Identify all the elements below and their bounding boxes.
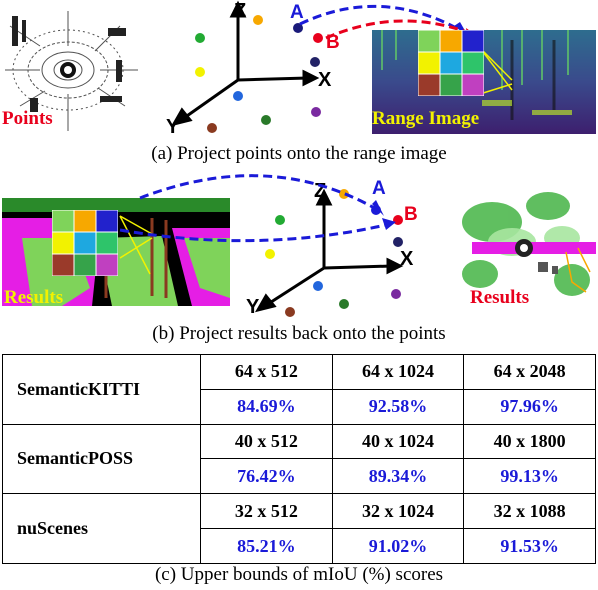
- table-row-scores: 84.69% 92.58% 97.96%: [3, 388, 596, 425]
- resolution-cell: 40 x 512: [200, 423, 333, 460]
- axes-diagram-b: [254, 188, 404, 317]
- table-row-resolutions: SemanticPOSS 40 x 512 40 x 1024 40 x 1800: [2, 423, 596, 495]
- points-label: Points: [2, 108, 53, 129]
- results-left-label: Results: [4, 287, 64, 308]
- miou-table: SemanticKITTI 64 x 512 64 x 1024 64 x 2048 8…: [2, 354, 596, 564]
- score-cell: 92.58%: [331, 388, 465, 425]
- grid-cell: [461, 73, 484, 96]
- grid-cell: [73, 210, 97, 233]
- resolution-cell: 32 x 1088: [463, 493, 596, 530]
- range-image: [372, 30, 596, 134]
- dataset-name: SemanticPOSS: [2, 423, 201, 495]
- grid-cell: [461, 30, 484, 53]
- score-cell: 99.13%: [463, 458, 596, 495]
- grid-cell: [418, 51, 441, 75]
- panel-b: Results Z X Y A B: [0, 168, 598, 350]
- axis-x-label: X: [318, 69, 332, 91]
- table-row-resolutions: nuScenes 32 x 512 32 x 1024 32 x 1088: [2, 493, 596, 564]
- caption-a: (a) Project points onto the range image: [151, 143, 447, 164]
- grid-cell: [73, 231, 97, 255]
- grid-cell: [95, 253, 118, 276]
- grid-cell: [52, 253, 75, 276]
- grid-cell: [439, 51, 463, 75]
- color-grid-a: [418, 30, 484, 96]
- axis-x-label-b: X: [400, 248, 414, 270]
- caption-b: (b) Project results back onto the points: [152, 323, 446, 344]
- point-b-label-b: B: [404, 204, 418, 225]
- resolution-cell: 32 x 1024: [331, 493, 465, 530]
- results-right-label: Results: [470, 287, 530, 308]
- results-point-cloud: [452, 182, 596, 314]
- color-grid-b: [52, 210, 118, 276]
- resolution-cell: 64 x 1024: [331, 354, 465, 390]
- score-cell: 76.42%: [200, 458, 333, 495]
- caption-c: (c) Upper bounds of mIoU (%) scores: [154, 564, 444, 585]
- resolution-cell: 32 x 512: [200, 493, 333, 530]
- axis-y-label: Y: [166, 116, 180, 138]
- point-a-label-b: A: [372, 178, 386, 199]
- resolution-cell: 40 x 1800: [463, 423, 596, 460]
- score-cell: 84.69%: [200, 388, 333, 425]
- range-image-label: Range Image: [372, 108, 480, 129]
- grid-cell: [439, 73, 463, 96]
- point-a-label: A: [290, 2, 304, 23]
- resolution-cell: 40 x 1024: [331, 423, 465, 460]
- score-cell: 91.53%: [463, 528, 596, 564]
- table-row-resolutions: SemanticKITTI 64 x 512 64 x 1024 64 x 2048: [2, 354, 596, 425]
- score-cell: 89.34%: [331, 458, 465, 495]
- grid-cell: [439, 30, 463, 53]
- axis-y-label-b: Y: [246, 296, 260, 318]
- grid-cell: [73, 253, 97, 276]
- point-cloud-image: [0, 6, 140, 134]
- resolution-cell: 64 x 2048: [463, 354, 596, 390]
- projection-arrows-b: [119, 174, 396, 243]
- dataset-name: nuScenes: [2, 493, 201, 564]
- panel-a: Points Z X Y A B: [0, 0, 598, 168]
- grid-cell: [418, 73, 441, 96]
- grid-cell: [52, 231, 75, 255]
- table-row-scores: 85.21% 91.02% 91.53%: [3, 528, 596, 564]
- axis-z-label: Z: [234, 0, 247, 22]
- resolution-cell: 64 x 512: [200, 354, 333, 390]
- dataset-name: SemanticKITTI: [2, 354, 201, 425]
- score-cell: 85.21%: [200, 528, 333, 564]
- score-cell: 97.96%: [463, 388, 596, 425]
- grid-cell: [52, 210, 75, 233]
- table-row-scores: 76.42% 89.34% 99.13%: [3, 458, 596, 495]
- grid-cell: [418, 30, 441, 53]
- score-cell: 91.02%: [331, 528, 465, 564]
- axes-diagram-a: [170, 0, 323, 133]
- grid-cell: [461, 51, 484, 75]
